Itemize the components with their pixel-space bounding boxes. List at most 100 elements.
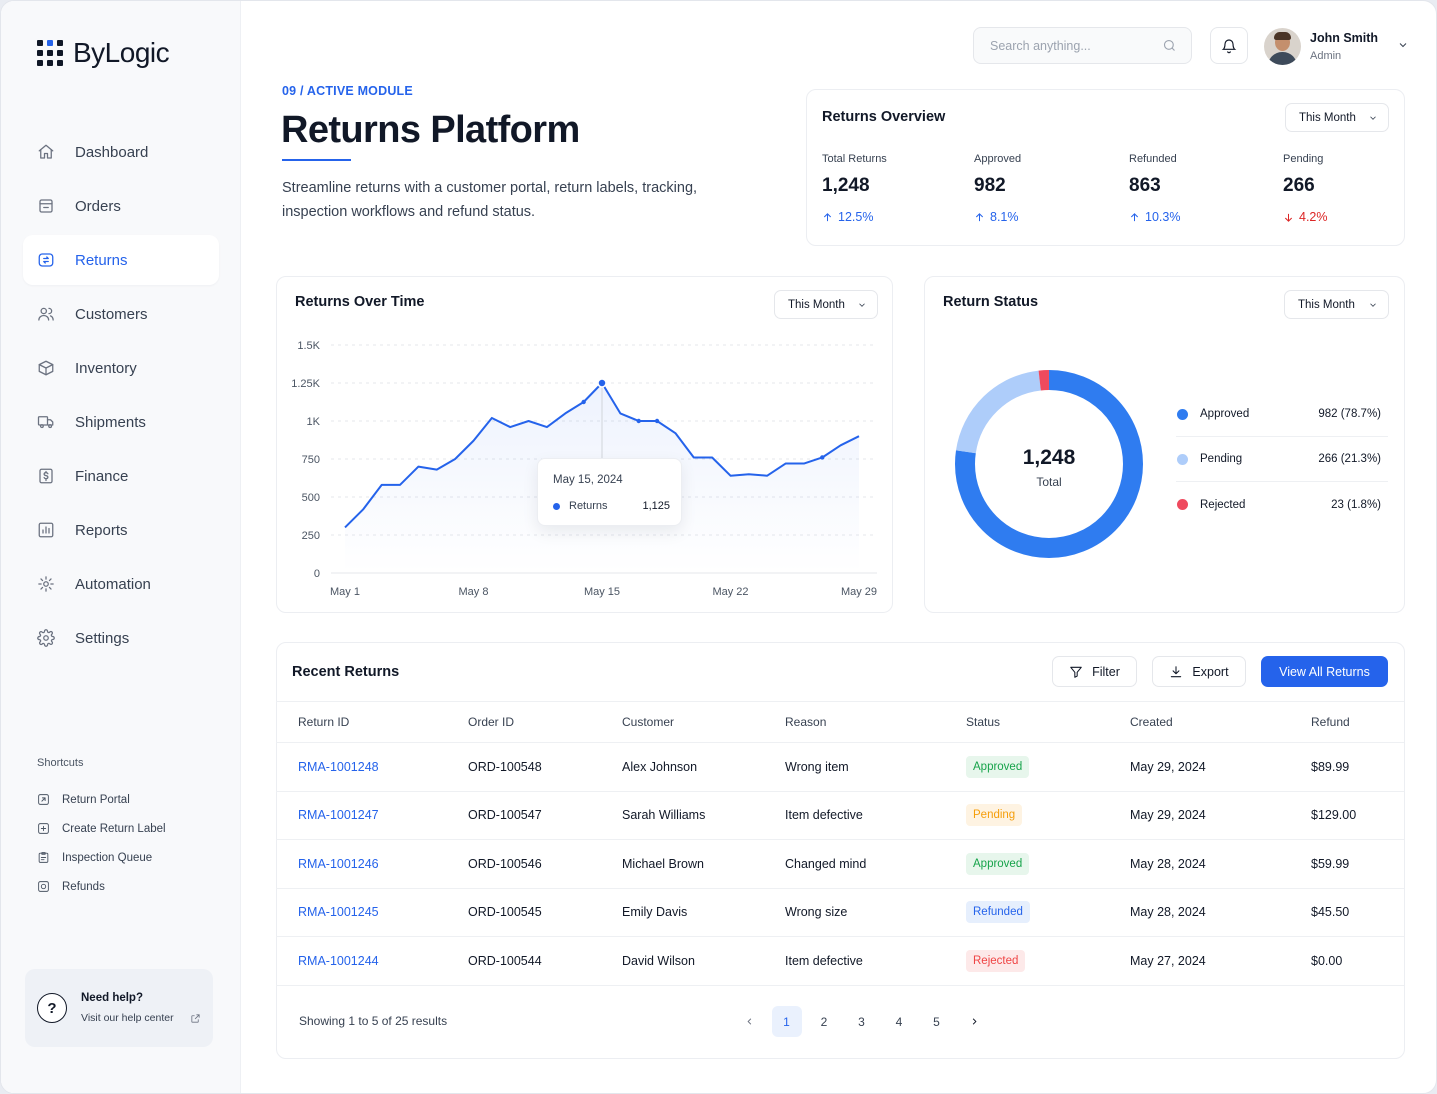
status-badge: Rejected [966,949,1026,972]
refund-amount: $59.99 [1311,839,1404,889]
help-center-link[interactable]: Visit our help center [81,1012,201,1024]
page-button-2[interactable]: 2 [820,1014,828,1029]
shortcut-label: Return Portal [62,793,130,806]
brand-logo[interactable]: ByLogic [37,37,170,69]
tooltip-value: 1,125 [642,500,670,512]
stat-value: 863 [1129,175,1161,196]
table-row[interactable]: RMA-1001246 ORD-100546 Michael Brown Cha… [276,839,1404,889]
sidebar-item-label: Automation [75,575,151,593]
col-status[interactable]: Status [966,701,1130,743]
chevron-down-icon [1399,43,1407,48]
status-cell: Pending [966,791,1130,840]
returns-over-time-card: Returns Over Time This Month [276,276,893,613]
sidebar-item-finance[interactable]: Finance [23,451,219,501]
search-icon[interactable] [1162,38,1177,53]
return-reason: Changed mind [785,839,966,889]
col-reason[interactable]: Reason [785,701,966,743]
shortcut-create-return-label[interactable]: Create Return Label [37,814,217,843]
legend-pending: Pending 266 (21.3%) [1176,437,1388,482]
table-row[interactable]: RMA-1001247 ORD-100547 Sarah Williams It… [276,791,1404,840]
stat-label: Refunded [1129,153,1177,165]
table-row[interactable]: RMA-1001245 ORD-100545 Emily Davis Wrong… [276,888,1404,937]
shortcut-refunds[interactable]: Refunds [37,872,217,901]
sidebar-item-reports[interactable]: Reports [23,505,219,555]
status-cell: Approved [966,839,1130,889]
overview-title: Returns Overview [822,109,946,125]
stat-change: 8.1% [974,210,1021,224]
tooltip-date: May 15, 2024 [553,474,623,486]
return-id-link[interactable]: RMA-1001248 [276,742,468,792]
shortcut-inspection-queue[interactable]: Inspection Queue [37,843,217,872]
notifications-button[interactable] [1210,27,1248,64]
prev-page-button[interactable] [734,1006,764,1037]
dollar-icon [39,468,53,484]
table-row[interactable]: RMA-1001248 ORD-100548 Alex Johnson Wron… [276,742,1404,792]
sidebar-item-settings[interactable]: Settings [23,613,219,663]
refund-amount: $89.99 [1311,742,1404,792]
stat-pending: Pending 266 4.2% [1283,153,1328,224]
period-label: This Month [1298,298,1355,311]
sidebar-item-customers[interactable]: Customers [23,289,219,339]
page-button-1[interactable]: 1 [771,1006,802,1037]
legend-dot [1177,453,1188,465]
col-customer[interactable]: Customer [622,701,785,743]
help-card[interactable]: ? Need help? Visit our help center [25,969,213,1047]
col-order-id[interactable]: Order ID [468,701,622,743]
page-button-3[interactable]: 3 [858,1014,865,1029]
shortcut-label: Inspection Queue [62,851,153,864]
col-refund[interactable]: Refund [1311,701,1404,743]
arrow-up-icon [1130,212,1139,221]
sidebar-item-orders[interactable]: Orders [23,181,219,231]
page-button-5[interactable]: 5 [933,1014,940,1029]
search-bar[interactable] [973,27,1192,64]
return-id-link[interactable]: RMA-1001244 [276,936,468,986]
col-created[interactable]: Created [1130,701,1311,743]
shortcut-return-portal[interactable]: Return Portal [37,785,217,814]
customer-name: Emily Davis [622,888,785,937]
return-id-link[interactable]: RMA-1001247 [276,791,468,840]
sidebar-item-label: Returns [75,251,128,269]
shortcuts-title: Shortcuts [37,757,84,769]
donut-period-select[interactable]: This Month [1284,290,1389,319]
sidebar-item-shipments[interactable]: Shipments [23,397,219,447]
recent-returns-title: Recent Returns [292,664,400,680]
stat-change: 10.3% [1129,210,1180,224]
plus-square-icon [38,823,49,834]
stat-change: 4.2% [1283,210,1328,224]
export-button[interactable]: Export [1152,656,1246,687]
sidebar-item-automation[interactable]: Automation [23,559,219,609]
page-button-4[interactable]: 4 [895,1014,903,1029]
help-title: Need help? [81,992,143,1004]
line-chart-period-select[interactable]: This Month [774,290,878,319]
page-title: Returns Platform [281,109,580,151]
legend-dot [1177,408,1188,420]
chart-icon [38,522,54,538]
returns-icon [38,253,54,267]
user-menu[interactable]: John Smith Admin [1264,25,1409,67]
sidebar-item-returns[interactable]: Returns [23,235,219,285]
filter-button[interactable]: Filter [1052,656,1137,687]
stat-refunded: Refunded 863 10.3% [1129,153,1180,224]
search-input[interactable] [990,38,1150,53]
export-label: Export [1192,664,1229,679]
col-return-id[interactable]: Return ID [276,701,468,743]
sidebar-item-label: Finance [75,467,129,485]
period-label: This Month [1299,111,1356,124]
sidebar-item-inventory[interactable]: Inventory [23,343,219,393]
return-id-link[interactable]: RMA-1001245 [276,888,468,937]
customer-name: Michael Brown [622,839,785,889]
next-page-button[interactable] [959,1006,989,1037]
table-row[interactable]: RMA-1001244 ORD-100544 David Wilson Item… [276,936,1404,986]
stat-change: 12.5% [822,210,887,224]
refund-amount: $129.00 [1311,791,1404,840]
created-date: May 29, 2024 [1130,791,1311,840]
return-id-link[interactable]: RMA-1001246 [276,839,468,889]
legend-label: Approved [1200,408,1250,420]
view-all-returns-button[interactable]: View All Returns [1261,656,1388,687]
legend-dot [1177,499,1188,510]
stat-label: Total Returns [822,153,887,165]
chevron-left-icon [746,1018,751,1025]
overview-period-select[interactable]: This Month [1285,103,1389,132]
status-cell: Approved [966,742,1130,792]
sidebar-item-dashboard[interactable]: Dashboard [23,127,219,177]
